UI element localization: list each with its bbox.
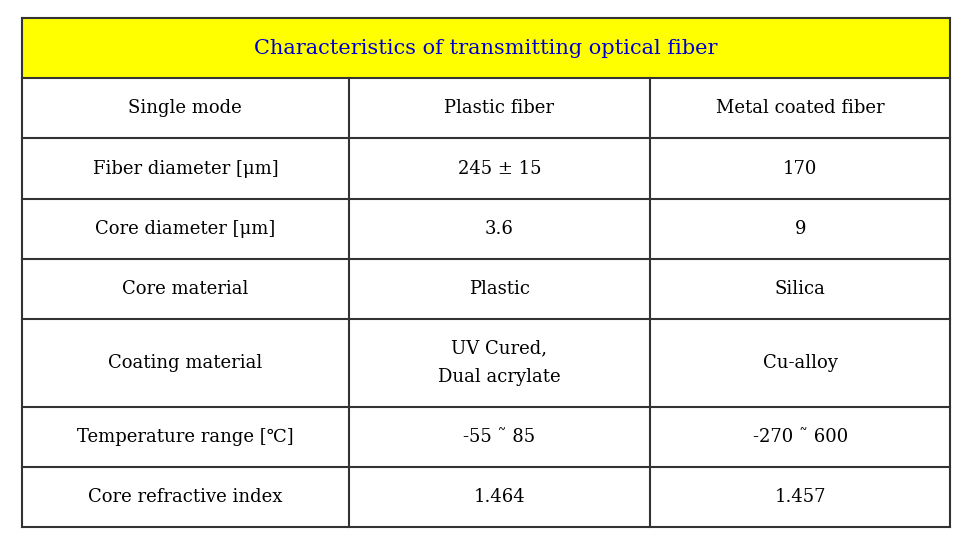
Bar bbox=[22, 138, 349, 198]
Text: 170: 170 bbox=[782, 160, 817, 178]
Text: Core material: Core material bbox=[122, 280, 249, 298]
Bar bbox=[349, 467, 650, 527]
Bar bbox=[22, 319, 349, 407]
Text: Plastic: Plastic bbox=[469, 280, 530, 298]
Bar bbox=[349, 527, 650, 545]
Text: -55 ˜ 85: -55 ˜ 85 bbox=[464, 428, 536, 446]
Bar bbox=[349, 407, 650, 467]
Text: Silica: Silica bbox=[775, 280, 825, 298]
Bar bbox=[650, 319, 950, 407]
Bar bbox=[22, 18, 950, 78]
Bar bbox=[349, 319, 650, 407]
Text: 1.457: 1.457 bbox=[775, 488, 826, 506]
Text: 245 ± 15: 245 ± 15 bbox=[458, 160, 541, 178]
Text: 9: 9 bbox=[794, 220, 806, 238]
Text: -270 ˜ 600: -270 ˜ 600 bbox=[752, 428, 848, 446]
Bar bbox=[22, 198, 349, 259]
Text: Metal coated fiber: Metal coated fiber bbox=[715, 99, 885, 117]
Bar bbox=[22, 407, 349, 467]
Text: Temperature range [℃]: Temperature range [℃] bbox=[77, 428, 294, 446]
Bar bbox=[22, 259, 349, 319]
Bar bbox=[650, 78, 950, 138]
Text: Plastic fiber: Plastic fiber bbox=[444, 99, 554, 117]
Text: Single mode: Single mode bbox=[128, 99, 242, 117]
Bar bbox=[349, 78, 650, 138]
Bar bbox=[349, 138, 650, 198]
Bar bbox=[650, 527, 950, 545]
Text: 3.6: 3.6 bbox=[485, 220, 514, 238]
Text: Cu-alloy: Cu-alloy bbox=[763, 354, 838, 372]
Bar bbox=[349, 259, 650, 319]
Bar bbox=[22, 527, 349, 545]
Text: UV Cured,
Dual acrylate: UV Cured, Dual acrylate bbox=[438, 339, 561, 386]
Bar bbox=[22, 467, 349, 527]
Bar bbox=[650, 198, 950, 259]
Bar bbox=[349, 198, 650, 259]
Text: 1.464: 1.464 bbox=[473, 488, 525, 506]
Bar bbox=[650, 407, 950, 467]
Bar bbox=[650, 467, 950, 527]
Text: Core diameter [μm]: Core diameter [μm] bbox=[95, 220, 275, 238]
Bar bbox=[650, 138, 950, 198]
Bar bbox=[22, 78, 349, 138]
Text: Fiber diameter [μm]: Fiber diameter [μm] bbox=[92, 160, 278, 178]
Text: Core refractive index: Core refractive index bbox=[88, 488, 283, 506]
Text: Characteristics of transmitting optical fiber: Characteristics of transmitting optical … bbox=[255, 39, 717, 58]
Bar bbox=[650, 259, 950, 319]
Text: Coating material: Coating material bbox=[108, 354, 262, 372]
